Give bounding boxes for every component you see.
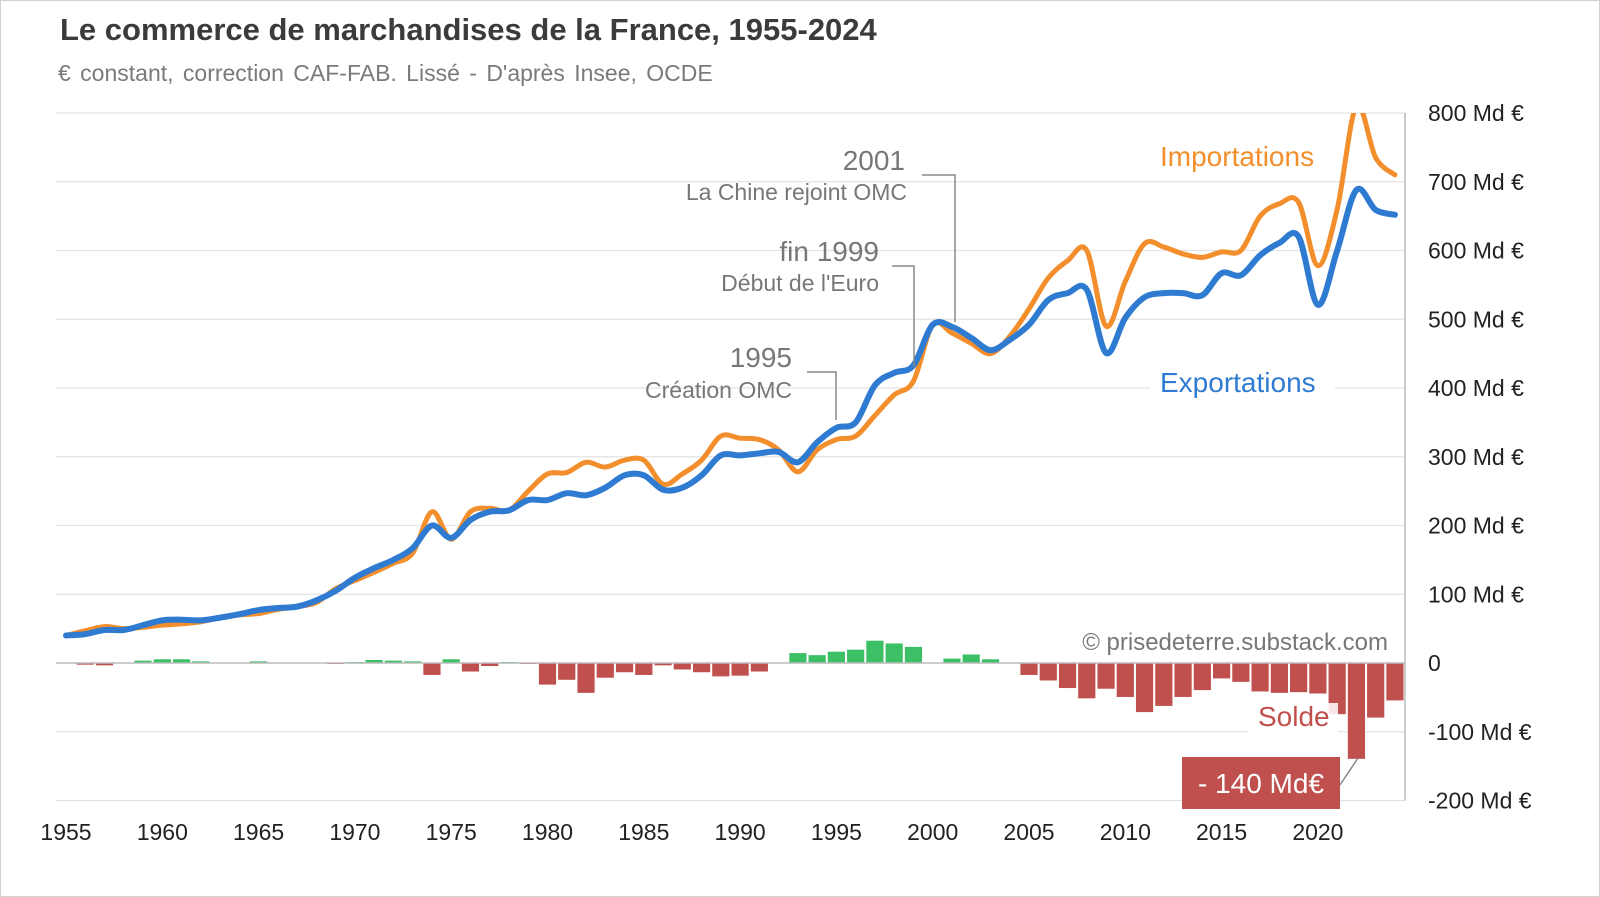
x-tick-label: 2005 <box>1003 819 1054 845</box>
callout-leader <box>1339 757 1359 786</box>
y-tick-label: 500 Md € <box>1428 306 1524 332</box>
solde-bar <box>749 662 769 673</box>
solde-bar <box>538 662 557 686</box>
y-tick-label: -100 Md € <box>1428 719 1532 745</box>
legend-exports-bg <box>1150 366 1335 400</box>
y-tick-label: 100 Md € <box>1428 581 1524 607</box>
x-tick-label: 1995 <box>811 819 862 845</box>
solde-bar <box>1135 662 1154 713</box>
x-tick-label: 1960 <box>137 819 188 845</box>
solde-bar <box>846 648 866 664</box>
solde-bar <box>904 646 923 664</box>
solde-bar <box>615 662 634 674</box>
x-tick-label: 1990 <box>715 819 766 845</box>
solde-bar <box>1038 662 1058 682</box>
y-tick-label: -200 Md € <box>1428 788 1532 814</box>
x-tick-label: 1965 <box>233 819 284 845</box>
solde-bar <box>961 653 981 664</box>
y-tick-label: 700 Md € <box>1428 169 1524 195</box>
solde-bar <box>1212 662 1231 680</box>
legend-solde: Solde <box>1258 701 1330 732</box>
solde-bar <box>461 662 480 673</box>
legend-imports: Importations <box>1160 141 1314 172</box>
x-tick-label: 1970 <box>329 819 380 845</box>
min-callout-text: - 140 Md€ <box>1198 768 1324 799</box>
solde-bar <box>1173 662 1193 698</box>
solde-bar <box>1192 662 1212 691</box>
annotation-2001-text: La Chine rejoint OMC <box>686 179 907 205</box>
legend-exports: Exportations <box>1160 367 1316 398</box>
solde-bar <box>788 652 808 664</box>
annotation-1995-text: Création OMC <box>645 377 792 403</box>
solde-bar <box>1366 662 1386 719</box>
solde-bar <box>422 662 442 676</box>
y-tick-label: 0 <box>1428 650 1441 676</box>
solde-bar <box>1289 662 1309 693</box>
solde-bar <box>1077 662 1097 700</box>
annotation-1999-text: Début de l'Euro <box>721 270 879 296</box>
annotation-2001-year: 2001 <box>843 145 905 176</box>
solde-bar <box>692 662 711 674</box>
x-tick-label: 2000 <box>907 819 958 845</box>
x-tick-label: 1980 <box>522 819 573 845</box>
annotation-1999-leader <box>892 265 915 367</box>
solde-bar <box>1347 662 1366 760</box>
solde-bar <box>1385 662 1405 702</box>
annotation-1999-year: fin 1999 <box>779 236 879 267</box>
solde-bar <box>807 654 827 664</box>
chart-subtitle: € constant, correction CAF-FAB. Lissé - … <box>58 60 713 86</box>
annotation-2001-leader <box>922 174 956 322</box>
x-tick-label: 2010 <box>1100 819 1151 845</box>
solde-bar <box>1269 662 1289 694</box>
solde-bar <box>1231 662 1251 683</box>
y-tick-label: 400 Md € <box>1428 375 1524 401</box>
solde-bar <box>730 662 750 677</box>
solde-bar <box>711 662 731 678</box>
solde-bar <box>884 642 904 664</box>
solde-bar <box>1019 662 1039 676</box>
annotation-1995-year: 1995 <box>730 342 792 373</box>
solde-bar <box>576 662 596 694</box>
x-tick-label: 1985 <box>618 819 669 845</box>
solde-bar <box>1250 662 1270 693</box>
solde-bar <box>672 662 692 671</box>
x-tick-label: 1975 <box>426 819 477 845</box>
solde-bar <box>1308 662 1328 695</box>
y-tick-label: 600 Md € <box>1428 238 1524 264</box>
chart-title: Le commerce de marchandises de la France… <box>60 12 877 47</box>
solde-bar <box>1154 662 1174 707</box>
x-tick-label: 2015 <box>1196 819 1247 845</box>
y-tick-label: 200 Md € <box>1428 513 1524 539</box>
annotation-1995-leader <box>807 371 837 420</box>
y-tick-label: 300 Md € <box>1428 444 1524 470</box>
legend-solde-bg <box>1248 703 1338 733</box>
x-tick-label: 2020 <box>1292 819 1343 845</box>
solde-bar <box>865 639 885 664</box>
solde-bar <box>1115 662 1135 698</box>
exports-line <box>63 185 1398 639</box>
min-callout-box <box>1182 757 1340 809</box>
copyright-text: © prisedeterre.substack.com <box>1082 629 1388 656</box>
solde-bar <box>1096 662 1116 690</box>
solde-bar <box>1058 662 1077 689</box>
solde-bar <box>827 650 846 664</box>
y-tick-label: 800 Md € <box>1428 100 1524 126</box>
solde-bar <box>634 662 654 676</box>
solde-bar <box>557 662 577 681</box>
x-tick-label: 1955 <box>40 819 91 845</box>
solde-bar <box>595 662 615 679</box>
